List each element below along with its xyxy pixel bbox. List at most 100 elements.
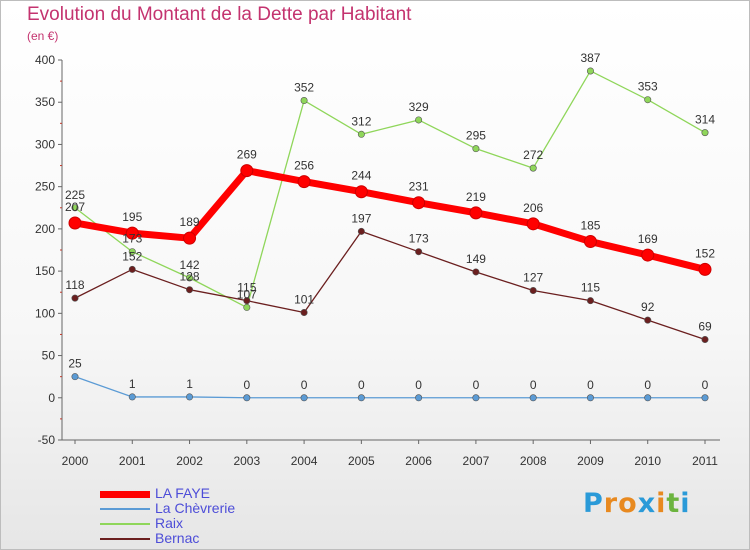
logo-letter: r bbox=[603, 488, 619, 519]
data-label: 207 bbox=[65, 200, 85, 214]
series-line bbox=[74, 376, 705, 399]
y-tick-label: -50 bbox=[38, 433, 56, 447]
data-label: 219 bbox=[466, 190, 486, 204]
data-point bbox=[183, 231, 197, 245]
data-point bbox=[186, 274, 194, 282]
data-label: 189 bbox=[180, 215, 200, 229]
data-label: 0 bbox=[301, 378, 308, 392]
logo-letter: i bbox=[656, 488, 667, 519]
data-label: 272 bbox=[523, 148, 543, 162]
series-line bbox=[74, 70, 706, 309]
data-point bbox=[128, 393, 136, 401]
data-point bbox=[71, 204, 79, 212]
logo-letter: x bbox=[637, 488, 657, 519]
data-label: 0 bbox=[358, 378, 365, 392]
y-tick-label: 50 bbox=[42, 349, 56, 363]
y-tick-label: 200 bbox=[35, 222, 55, 236]
data-point bbox=[71, 294, 79, 302]
data-label: 127 bbox=[523, 271, 543, 285]
x-tick-label: 2001 bbox=[119, 454, 146, 468]
data-label: 92 bbox=[641, 300, 655, 314]
data-point bbox=[698, 262, 712, 276]
logo-letter: P bbox=[583, 488, 604, 519]
data-point bbox=[644, 316, 652, 324]
data-point bbox=[529, 394, 537, 402]
data-label: 0 bbox=[415, 378, 422, 392]
y-tick-label: 0 bbox=[48, 391, 55, 405]
data-label: 101 bbox=[294, 292, 314, 306]
data-point bbox=[357, 130, 365, 138]
data-point bbox=[68, 216, 82, 230]
legend-item: Bernac bbox=[100, 530, 300, 546]
data-point bbox=[469, 206, 483, 220]
data-label: 206 bbox=[523, 201, 543, 215]
data-point bbox=[300, 97, 308, 105]
data-label: 329 bbox=[409, 100, 429, 114]
data-point bbox=[300, 308, 308, 316]
data-label: 269 bbox=[237, 148, 257, 162]
series-line bbox=[74, 230, 706, 341]
data-label: 173 bbox=[409, 232, 429, 246]
data-point bbox=[71, 373, 79, 381]
data-label: 115 bbox=[581, 281, 600, 295]
x-tick-label: 2009 bbox=[577, 454, 604, 468]
data-point bbox=[472, 145, 480, 153]
data-label: 256 bbox=[294, 159, 314, 173]
data-point bbox=[128, 248, 136, 256]
data-point bbox=[415, 394, 423, 402]
y-tick-label: 300 bbox=[35, 137, 55, 151]
x-tick-label: 2007 bbox=[463, 454, 490, 468]
data-point bbox=[125, 226, 139, 240]
data-label: 173 bbox=[122, 232, 142, 246]
legend-label: La Chèvrerie bbox=[155, 500, 236, 516]
legend-item: La Chèvrerie bbox=[100, 500, 300, 516]
data-point bbox=[186, 286, 194, 294]
y-tick-label: 100 bbox=[35, 306, 55, 320]
data-point bbox=[526, 217, 540, 231]
data-label: 195 bbox=[122, 210, 142, 224]
data-point bbox=[412, 196, 426, 210]
data-label: 314 bbox=[695, 113, 715, 127]
chart-subtitle: (en €) bbox=[27, 29, 59, 43]
data-point bbox=[243, 297, 251, 305]
data-label: 244 bbox=[351, 169, 371, 183]
data-label: 0 bbox=[530, 378, 537, 392]
legend-label: Raix bbox=[155, 515, 184, 531]
data-label: 0 bbox=[644, 378, 651, 392]
data-label: 1 bbox=[129, 377, 136, 391]
legend-swatch bbox=[100, 490, 150, 498]
data-label: 118 bbox=[65, 278, 84, 292]
data-point bbox=[701, 394, 709, 402]
data-point bbox=[243, 303, 251, 311]
data-point bbox=[586, 67, 594, 75]
data-point bbox=[701, 129, 709, 137]
x-tick-label: 2008 bbox=[520, 454, 547, 468]
data-label: 225 bbox=[65, 188, 85, 202]
data-point bbox=[644, 96, 652, 104]
x-tick-label: 2000 bbox=[62, 454, 89, 468]
data-label: 152 bbox=[695, 246, 715, 260]
data-point bbox=[354, 185, 368, 199]
data-point bbox=[529, 164, 537, 172]
series-lines bbox=[68, 67, 712, 402]
data-label: 0 bbox=[702, 378, 709, 392]
y-tick-label: 400 bbox=[35, 53, 55, 67]
data-label: 25 bbox=[68, 357, 82, 371]
data-labels: 225 173 142 107 352 312 329 295 272 387 353 314 118 1… bbox=[65, 51, 715, 392]
data-point bbox=[128, 265, 136, 273]
logo-letter: o bbox=[618, 488, 638, 519]
y-tick-label: 150 bbox=[35, 264, 55, 278]
data-point bbox=[186, 393, 194, 401]
data-point bbox=[586, 297, 594, 305]
data-label: 231 bbox=[409, 180, 429, 194]
y-tick-label: 250 bbox=[35, 180, 55, 194]
data-label: 115 bbox=[237, 281, 256, 295]
data-label: 185 bbox=[580, 219, 600, 233]
data-label: 0 bbox=[473, 378, 480, 392]
legend-item: Raix bbox=[100, 515, 300, 531]
data-label: 353 bbox=[638, 80, 658, 94]
data-point bbox=[357, 394, 365, 402]
x-tick-label: 2006 bbox=[405, 454, 432, 468]
